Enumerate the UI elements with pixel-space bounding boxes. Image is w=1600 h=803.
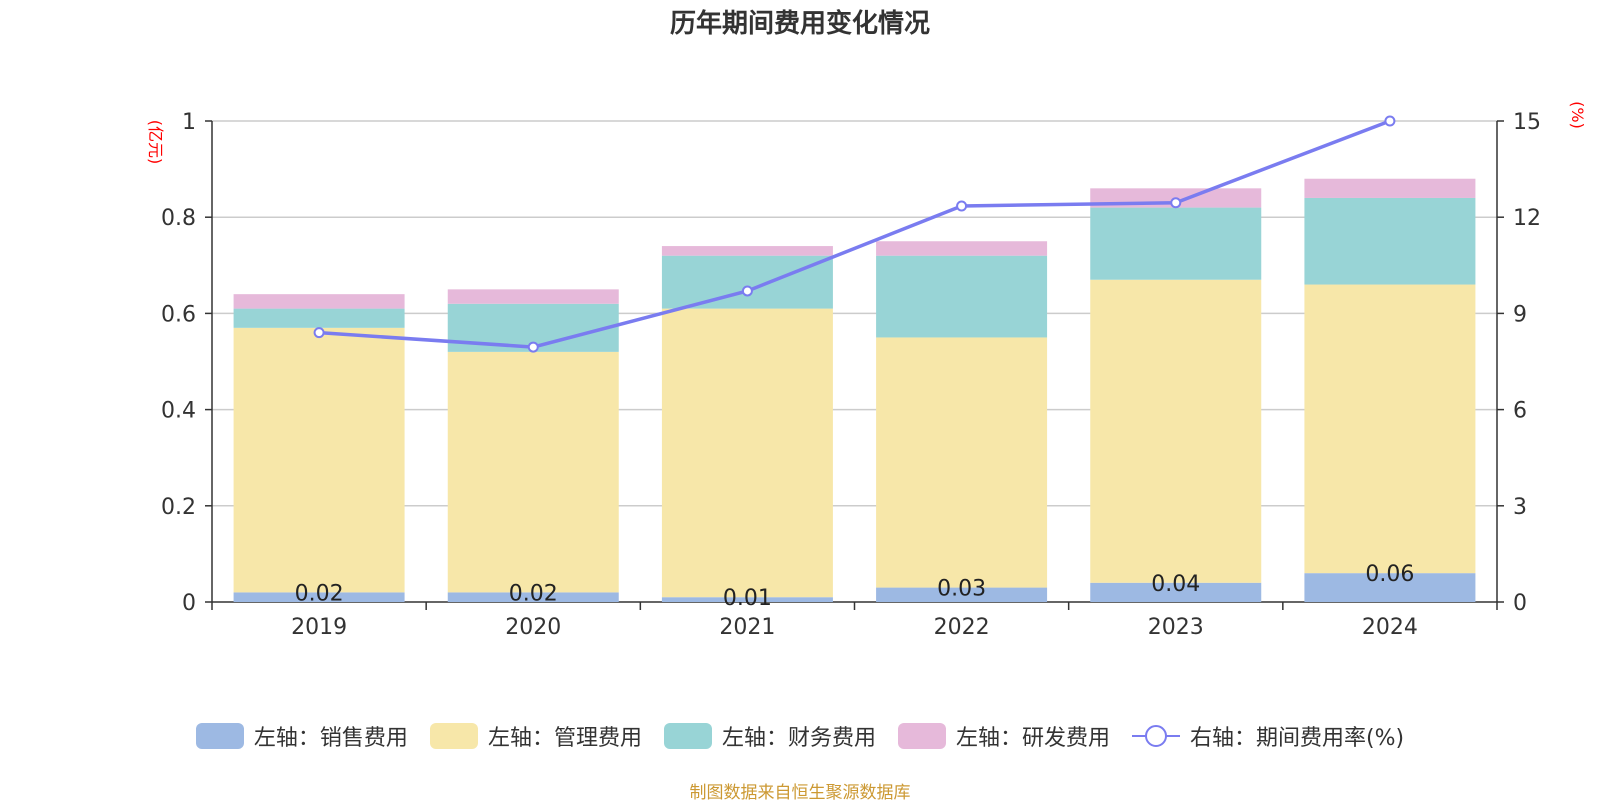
bar-segment [876,241,1048,256]
right-axis-unit: (%) [1568,101,1587,129]
right-tick-label: 12 [1513,206,1541,231]
x-tick-label: 2021 [719,615,775,640]
data-label: 0.04 [1151,572,1200,597]
bar-segment [661,597,833,602]
data-label: 0.01 [723,586,772,611]
bar-segment [1090,582,1262,602]
legend-item[interactable]: 左轴：管理费用 [429,720,642,752]
left-tick-label: 0 [182,591,196,616]
x-tick-label: 2020 [505,615,561,640]
grid-lines [212,120,1497,507]
data-labels: 0.02 0.02 0.01 0.03 0.04 0.06 [295,562,1415,611]
bar-segment [1090,279,1262,583]
x-tick-label: 2024 [1362,615,1418,640]
rate-line-path [318,119,1391,349]
left-tick-label: 1 [182,110,196,135]
legend-label: 左轴：财务费用 [721,726,876,751]
legend: 左轴：销售费用 左轴：管理费用 左轴：财务费用 左轴：研发费用 右轴：期间费用率(%) [0,718,1600,754]
bar-segment [233,327,405,593]
bar-segment [661,255,833,309]
right-tick-label: 6 [1513,399,1527,424]
left-axis-unit: (亿元) [146,120,165,165]
legend-label: 右轴：期间费用率(%) [1189,726,1405,751]
rate-point [741,285,753,297]
bars [233,178,1476,602]
rate-line [313,115,1396,353]
legend-swatch [195,723,244,749]
bar-segment [233,294,405,309]
legend-swatch [1131,725,1180,747]
rate-point [1170,197,1182,209]
legend-label: 左轴：管理费用 [487,726,642,751]
left-tick-label: 0.4 [161,399,196,424]
legend-swatch [663,723,712,749]
rate-point [313,327,325,339]
rate-point [1384,115,1396,127]
bar-segment [233,592,405,602]
x-tick-label: 2019 [291,615,347,640]
right-tick-label: 15 [1513,110,1541,135]
bar-segment [1304,178,1476,198]
legend-label: 左轴：研发费用 [955,726,1110,751]
x-tick-label: 2022 [934,615,990,640]
legend-item[interactable]: 左轴：销售费用 [195,720,408,752]
bar-segment [661,308,833,598]
left-tick-label: 0.8 [161,206,196,231]
bar-segment [1304,197,1476,285]
left-tick-label: 0.6 [161,302,196,327]
bar-segment [661,246,833,256]
bar-segment [1304,573,1476,602]
legend-label: 左轴：销售费用 [253,726,408,751]
axes: 0 0.2 0.4 0.6 0.8 1 0 3 6 9 12 15 2019 2020 2021 2022 20… [161,110,1541,640]
source-note: 制图数据来自恒生聚源数据库 [689,783,911,803]
bar-segment [233,308,405,328]
rate-point [527,341,539,353]
bar-segment [1304,284,1476,574]
bar-segment [1090,207,1262,280]
bar-segment [447,289,619,304]
right-tick-label: 0 [1513,591,1527,616]
right-tick-label: 9 [1513,302,1527,327]
bar-segment [876,337,1048,588]
legend-item[interactable]: 左轴：财务费用 [663,720,876,752]
data-label: 0.03 [937,577,986,602]
data-label: 0.02 [509,581,558,606]
right-tick-label: 3 [1513,495,1527,520]
bar-segment [876,587,1048,602]
left-tick-label: 0.2 [161,495,196,520]
rate-point [956,200,968,212]
bar-segment [447,351,619,593]
legend-item[interactable]: 右轴：期间费用率(%) [1131,720,1405,752]
legend-swatch [429,723,478,749]
data-label: 0.06 [1365,562,1414,587]
bar-segment [876,255,1048,338]
chart-title: 历年期间费用变化情况 [670,8,930,39]
x-tick-label: 2023 [1148,615,1204,640]
legend-swatch [897,723,946,749]
data-label: 0.02 [295,581,344,606]
bar-segment [447,592,619,602]
legend-item[interactable]: 左轴：研发费用 [897,720,1110,752]
